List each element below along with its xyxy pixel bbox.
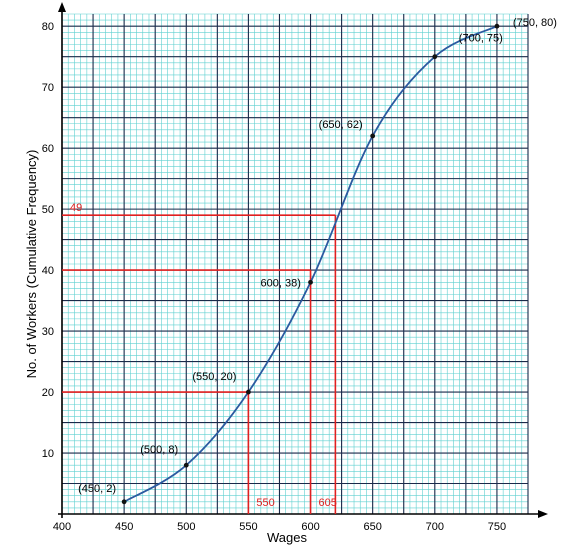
x-axis-arrow	[538, 510, 548, 518]
y-tick-label: 40	[42, 265, 54, 277]
x-tick-label: 700	[426, 521, 444, 533]
data-point	[494, 23, 500, 29]
y-tick-label: 30	[42, 326, 54, 338]
x-tick-label: 600	[301, 521, 319, 533]
data-point-label: (450, 2)	[78, 483, 116, 495]
data-point	[370, 133, 376, 139]
data-point-label: (700, 75)	[459, 33, 503, 45]
y-tick-label: 70	[42, 82, 54, 94]
x-tick-label: 400	[53, 521, 71, 533]
tick-labels: 400 450 500 550 600 650 700 750 10 20 30 40 50 60 70 80	[42, 21, 506, 533]
data-points: (450, 2) (500, 8) (550, 20) 600, 38) (650, 6…	[78, 17, 557, 505]
data-point	[308, 279, 313, 285]
x-tick-label: 450	[115, 521, 133, 533]
y-tick-label: 20	[42, 387, 54, 399]
annotation-605: 605	[319, 497, 337, 509]
x-tick-label: 750	[488, 521, 506, 533]
data-point-label: 600, 38)	[261, 277, 301, 289]
y-tick-label: 10	[42, 448, 54, 460]
annotation-49: 49	[70, 202, 82, 214]
data-point	[183, 462, 189, 468]
y-tick-label: 80	[42, 21, 54, 33]
data-point-label: (550, 20)	[192, 371, 236, 383]
y-axis-arrow	[58, 2, 66, 12]
x-tick-label: 550	[239, 521, 257, 533]
minor-grid	[61, 13, 529, 515]
annotation-550: 550	[256, 497, 274, 509]
data-point	[432, 54, 438, 60]
data-point	[121, 499, 127, 505]
y-axis-title: No. of Workers (Cumulative Frequency)	[24, 150, 39, 379]
reference-lines	[62, 214, 337, 514]
x-tick-label: 650	[363, 521, 381, 533]
data-point-label: (650, 62)	[319, 119, 363, 131]
data-point-label: (750, 80)	[513, 17, 557, 29]
x-axis-title: Wages	[267, 530, 307, 545]
data-point-label: (500, 8)	[140, 444, 178, 456]
y-tick-label: 50	[42, 204, 54, 216]
x-tick-label: 500	[177, 521, 195, 533]
y-tick-label: 60	[42, 143, 54, 155]
annotations: 49 550 605	[70, 202, 337, 509]
major-grid	[58, 2, 548, 518]
data-point	[246, 389, 251, 395]
